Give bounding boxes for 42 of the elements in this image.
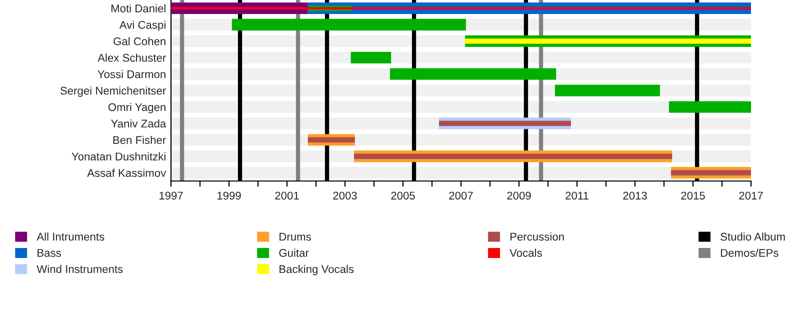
- x-tick-label: 2011: [566, 192, 588, 200]
- bar: [354, 154, 672, 159]
- x-tick-label: 2007: [449, 192, 473, 200]
- bar: [554, 84, 660, 96]
- x-tick-label: 2013: [623, 192, 647, 200]
- bar: [670, 170, 751, 176]
- x-tick-label: 2003: [333, 192, 357, 200]
- legend-label: Drums: [280, 232, 311, 241]
- bar: [350, 52, 392, 64]
- legend-label: Studio Album: [720, 232, 785, 241]
- x-tick-label: 2005: [391, 192, 415, 200]
- y-tick-label: Ben Fisher: [113, 136, 166, 144]
- bar: [668, 101, 751, 113]
- y-tick-label: Avi Caspi: [119, 20, 166, 32]
- bar: [171, 7, 751, 10]
- bar: [390, 68, 556, 80]
- x-tick-label: 2001: [275, 192, 299, 200]
- legend-label: Percussion: [510, 232, 564, 241]
- x-tick-label: 1999: [217, 192, 241, 200]
- x-tick-label: 2017: [739, 192, 763, 200]
- y-tick-label: Omri Yagen: [108, 102, 166, 114]
- legend-label: Backing Vocals: [280, 264, 354, 276]
- legend-label: Wind Instruments: [36, 264, 123, 274]
- legend-label: Demos/EPs: [721, 248, 778, 257]
- y-tick-label: Gal Cohen: [114, 37, 166, 46]
- bar: [308, 137, 355, 142]
- x-tick-label: 1997: [159, 192, 183, 200]
- y-tick-label: Assaf Kassimov: [87, 168, 166, 177]
- x-tick-label: 2009: [507, 192, 531, 200]
- legend-label: Vocals: [510, 248, 542, 257]
- y-tick-label: Alex Schuster: [98, 54, 166, 62]
- x-tick-label: 2015: [681, 192, 705, 200]
- y-tick-label: Yaniv Zada: [111, 119, 166, 128]
- legend-label: Bass: [38, 249, 61, 257]
- bar: [438, 120, 571, 126]
- bar: [465, 38, 751, 44]
- y-tick-label: Yossi Darmon: [98, 70, 166, 78]
- legend-label: All Intruments: [36, 232, 104, 241]
- y-tick-label: Moti Daniel: [111, 4, 166, 12]
- y-tick-label: Yonatan Dushnitzki: [72, 152, 166, 160]
- y-tick-label: Sergei Nemichenitser: [60, 86, 166, 97]
- legend-label: Guitar: [279, 248, 309, 257]
